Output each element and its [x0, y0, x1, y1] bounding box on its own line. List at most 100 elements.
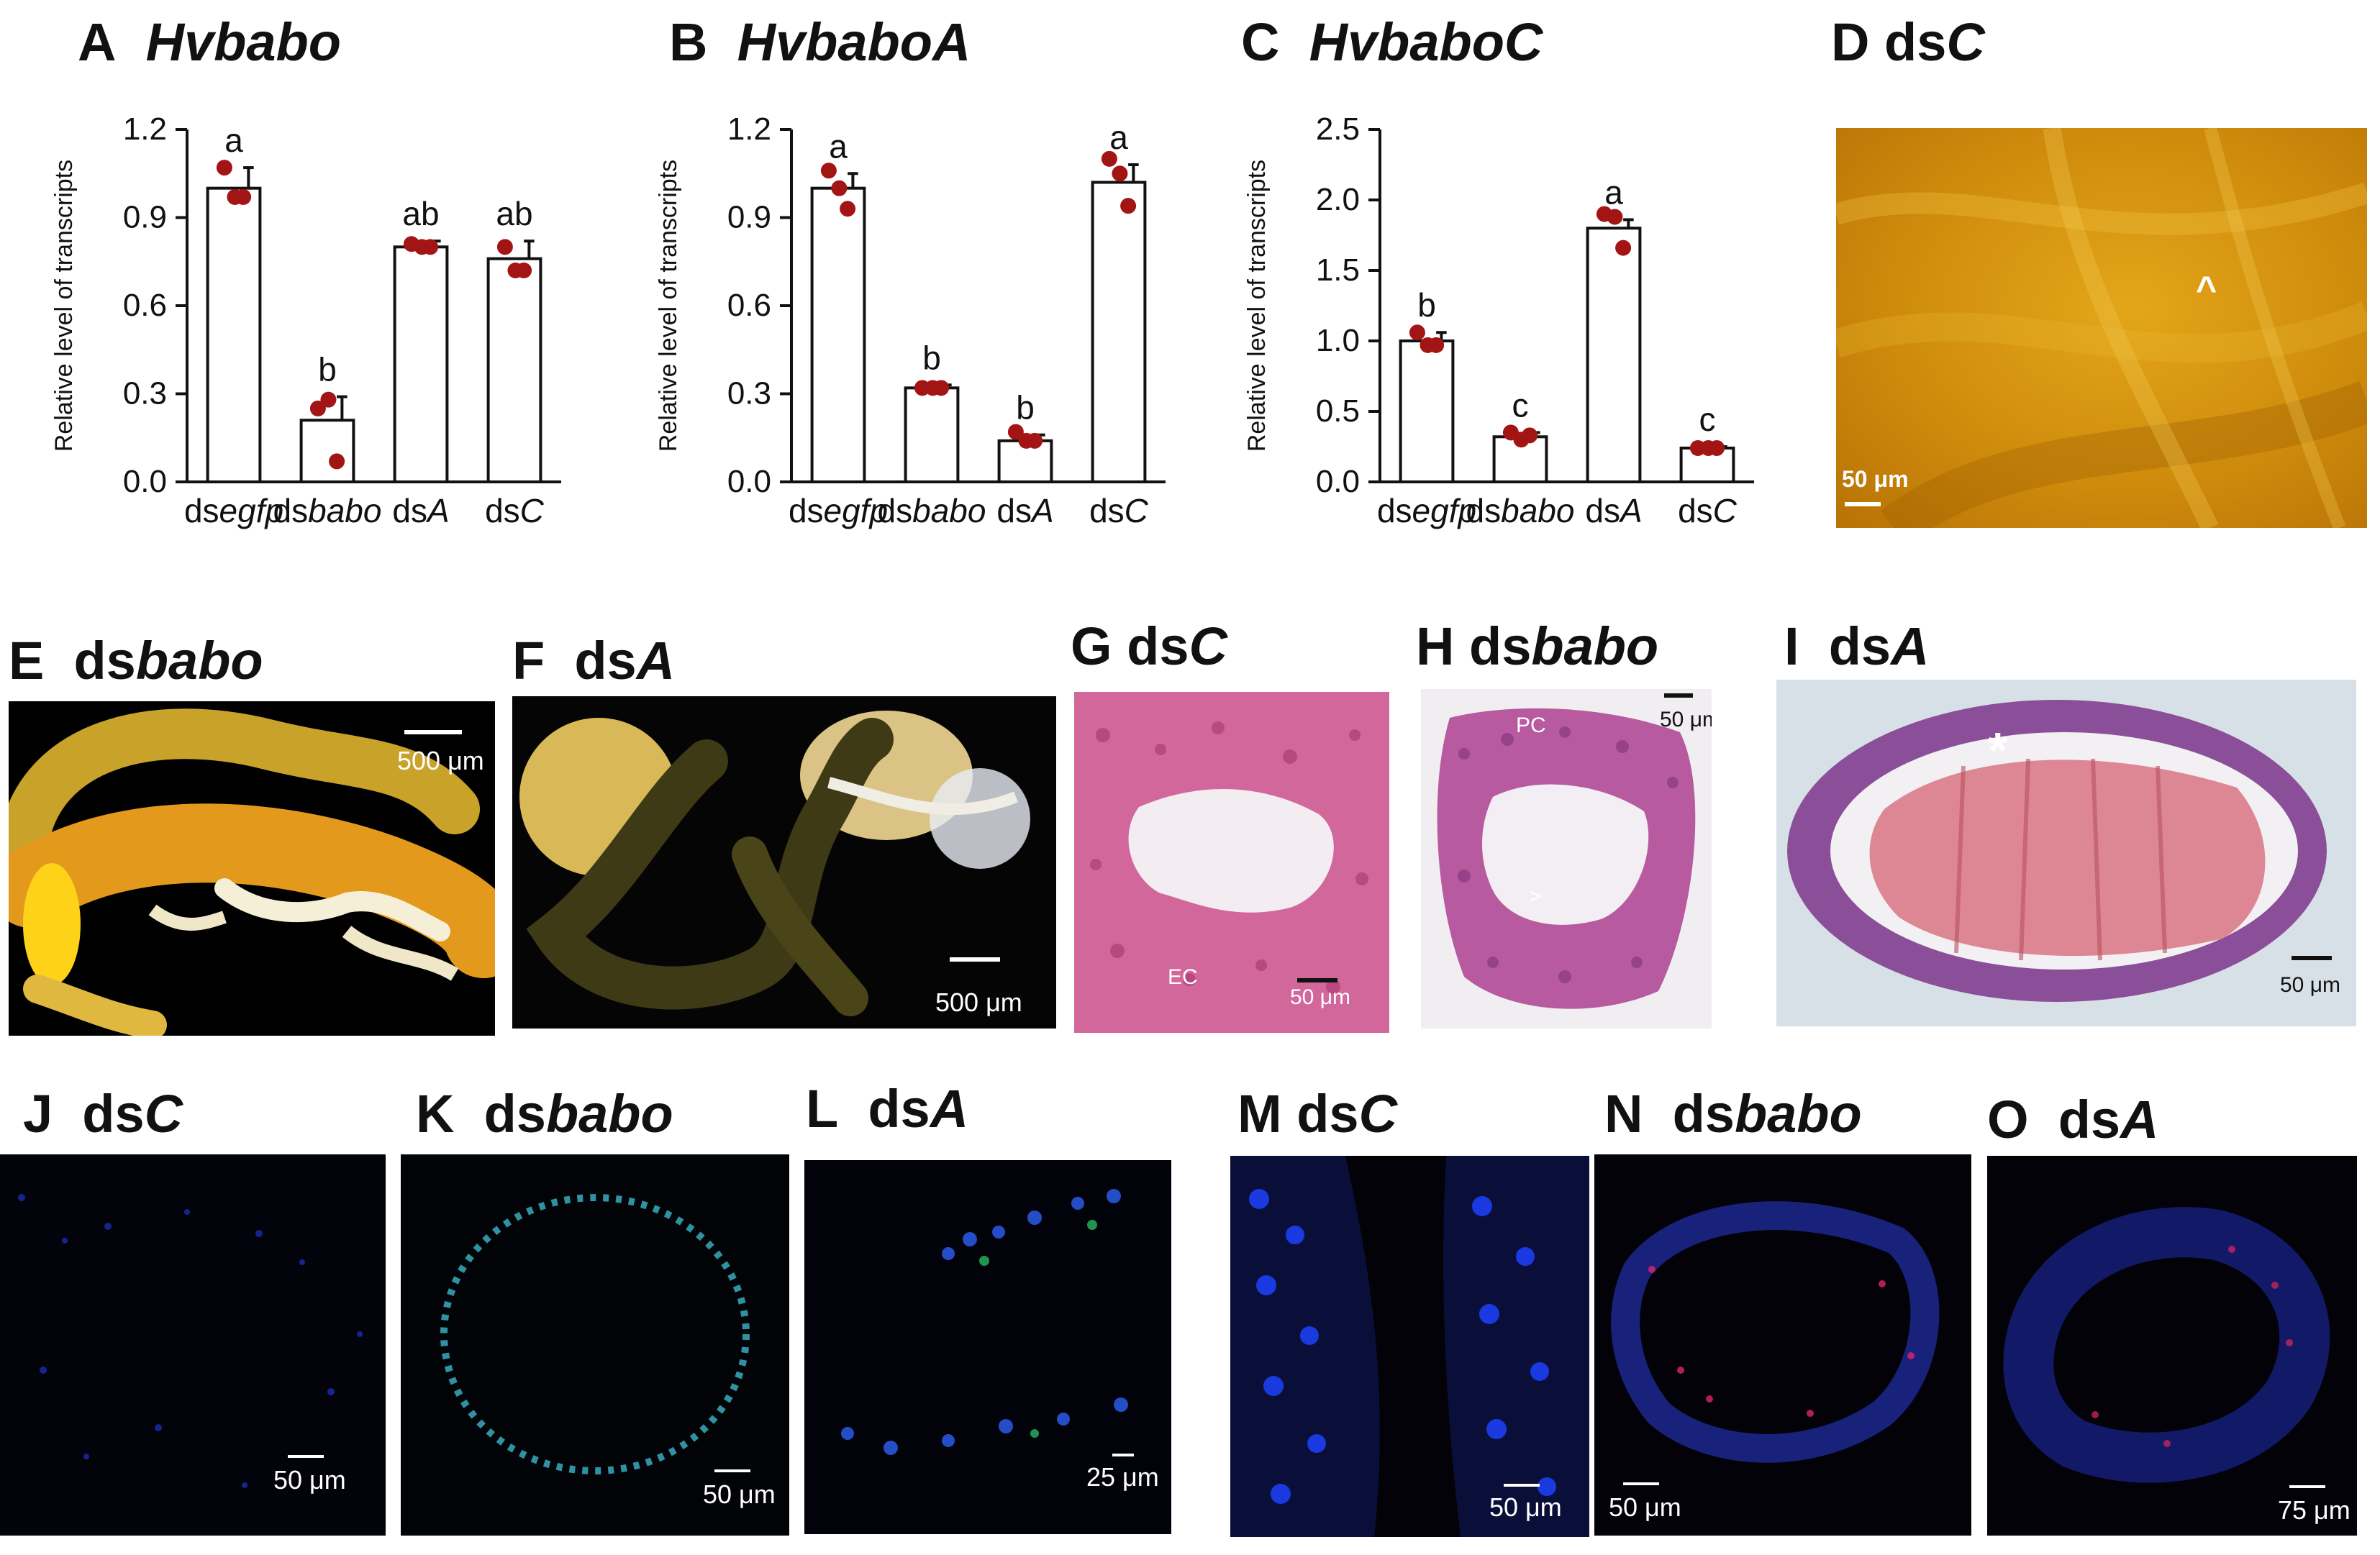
histology-image-i: * 50 μm: [1776, 680, 2356, 1026]
y-tick-label: 0.6: [123, 288, 167, 323]
scale-bar-f: [950, 957, 1000, 962]
panel-label-f: F dsA: [512, 631, 676, 690]
x-category-label: dsbabo: [878, 492, 986, 529]
scale-bar-o: [2289, 1485, 2325, 1488]
scale-bar-label-e: 500 μm: [397, 746, 484, 775]
arrowhead-marker: ^: [2196, 269, 2217, 309]
panel-label-l: L dsA: [806, 1079, 969, 1139]
bar: [486, 257, 542, 484]
scale-bar-h: [1664, 693, 1693, 698]
panel-label-g: G dsC: [1071, 616, 1227, 676]
x-category-label: dsC: [485, 492, 545, 529]
scale-bar-label-h: 50 μm: [1660, 708, 1712, 731]
dissection-image-e: 500 μm: [9, 701, 495, 1036]
data-point: [516, 263, 532, 278]
fluorescence-image-m: 50 μm: [1230, 1156, 1589, 1537]
significance-letter: a: [829, 127, 848, 165]
scale-bar-label-k: 50 μm: [703, 1479, 776, 1509]
y-tick-label: 0.0: [727, 464, 771, 499]
ec-label: EC: [1168, 965, 1198, 989]
scale-bar-l: [1112, 1454, 1134, 1456]
x-category-label: dsC: [1089, 492, 1149, 529]
y-tick-label: 2.0: [1316, 182, 1360, 217]
histology-image-h: PC > 50 μm: [1421, 689, 1712, 1029]
bar: [206, 186, 262, 484]
y-axis-label: Relative level of transcripts: [50, 160, 78, 452]
x-category-label: dsegfp: [1377, 492, 1476, 529]
data-point: [309, 400, 326, 416]
data-point: [216, 160, 232, 176]
fluorescence-image-o: 75 μm: [1987, 1156, 2357, 1536]
scale-bar-label-d: 50 μm: [1842, 466, 1909, 492]
bar: [299, 419, 355, 483]
x-category-label: dsbabo: [1466, 492, 1575, 529]
panel-label-b: B HvbaboA: [669, 12, 971, 72]
dissection-image-f: 500 μm: [512, 696, 1056, 1029]
panel-label-k: K dsbabo: [416, 1084, 673, 1144]
fluorescence-image-l: 25 μm: [804, 1160, 1171, 1534]
y-axis-label: Relative level of transcripts: [1243, 160, 1271, 452]
x-category-label: dsA: [1585, 492, 1642, 529]
significance-letter: b: [318, 351, 337, 388]
significance-letter: ab: [496, 195, 532, 232]
data-point: [235, 188, 252, 205]
bar: [1091, 181, 1147, 483]
scale-bar-e: [404, 730, 462, 734]
x-category-label: dsbabo: [273, 492, 382, 529]
significance-letter: a: [224, 122, 243, 159]
scale-bar-i: [2292, 956, 2332, 960]
scale-bar-n: [1623, 1482, 1659, 1485]
data-point: [1101, 150, 1117, 167]
panel-label-a: A Hvbabo: [78, 12, 341, 72]
scale-bar-j: [288, 1455, 324, 1458]
data-point: [1522, 427, 1538, 444]
scale-bar-d: [1845, 502, 1881, 506]
data-point: [1409, 324, 1425, 341]
bar: [904, 386, 960, 484]
data-point: [1709, 439, 1725, 456]
arrow-marker-h: >: [1529, 885, 1542, 908]
y-tick-label: 1.5: [1316, 252, 1360, 288]
pc-label: PC: [1516, 713, 1546, 737]
data-point: [496, 239, 513, 255]
panel-label-m: M dsC: [1237, 1084, 1398, 1144]
data-point: [422, 239, 439, 255]
data-point: [1120, 198, 1137, 214]
y-tick-label: 0.9: [727, 200, 771, 235]
significance-letter: b: [922, 339, 941, 376]
scale-bar-label-j: 50 μm: [273, 1465, 346, 1495]
significance-letter: c: [1699, 401, 1716, 438]
panel-label-o: O dsA: [1987, 1090, 2159, 1149]
x-category-label: dsegfp: [184, 492, 283, 529]
significance-letter: b: [1016, 389, 1035, 427]
scale-bar-label-f: 500 μm: [935, 988, 1022, 1017]
bar: [393, 245, 449, 483]
panel-label-j: J dsC: [23, 1084, 183, 1144]
y-tick-label: 0.9: [123, 200, 167, 235]
y-tick-label: 0.3: [123, 376, 167, 411]
fluorescence-image-k: 50 μm: [401, 1154, 789, 1536]
bar-chart-c: 0.0 0.5 1.0 1.5 2.0 2.5 Relative level of tran…: [1243, 111, 1754, 529]
scale-bar-label-i: 50 μm: [2280, 973, 2340, 997]
asterisk-marker: *: [1988, 722, 2008, 778]
panel-label-c: C HvbaboC: [1241, 12, 1543, 72]
bar: [1586, 227, 1642, 483]
y-tick-label: 0.6: [727, 288, 771, 323]
scale-bar-g: [1297, 978, 1337, 982]
data-point: [840, 201, 856, 217]
data-point: [320, 391, 337, 408]
y-tick-label: 2.5: [1316, 111, 1360, 147]
significance-letter: ab: [402, 195, 439, 232]
fluorescence-image-j: 50 μm: [0, 1154, 386, 1536]
scale-bar-label-g: 50 μm: [1290, 985, 1350, 1009]
data-point: [933, 380, 950, 396]
data-point: [1007, 424, 1024, 440]
panel-label-d: D dsC: [1831, 12, 1985, 72]
data-point: [1607, 209, 1623, 225]
scale-bar-label-m: 50 μm: [1489, 1492, 1562, 1522]
y-tick-label: 1.2: [727, 111, 771, 147]
data-point: [1428, 337, 1445, 353]
fluorescence-image-n: 50 μm: [1594, 1154, 1971, 1536]
x-category-label: dsA: [392, 492, 449, 529]
bar-chart-a: 0.0 0.3 0.6 0.9 1.2 Relative level of transcr…: [50, 111, 561, 529]
